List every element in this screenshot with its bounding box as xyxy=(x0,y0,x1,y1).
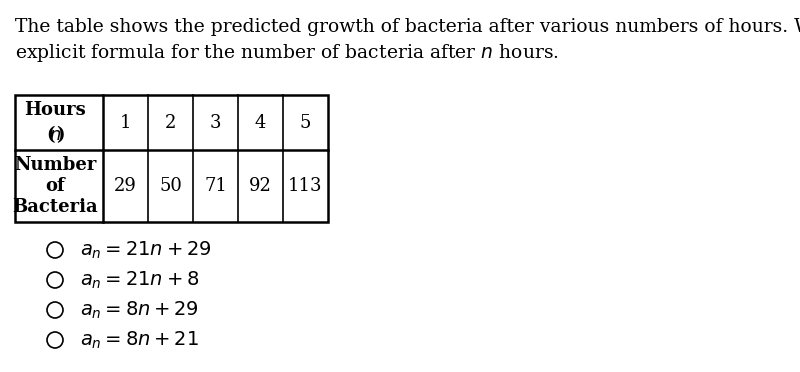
Bar xyxy=(15,95,328,222)
Text: 29: 29 xyxy=(114,177,137,195)
Text: The table shows the predicted growth of bacteria after various numbers of hours.: The table shows the predicted growth of … xyxy=(15,18,800,36)
Text: 2: 2 xyxy=(165,113,176,131)
Text: (: ( xyxy=(46,126,54,144)
Text: explicit formula for the number of bacteria after $\mathit{n}$ hours.: explicit formula for the number of bacte… xyxy=(15,42,559,64)
Text: 1: 1 xyxy=(120,113,131,131)
Text: $a_n = 21n+8$: $a_n = 21n+8$ xyxy=(80,269,199,291)
Text: $\mathbf{\mathit{n}}$: $\mathbf{\mathit{n}}$ xyxy=(50,126,62,144)
Text: 113: 113 xyxy=(288,177,322,195)
Text: Number
of
Bacteria: Number of Bacteria xyxy=(13,155,98,217)
Text: $a_n = 8n+21$: $a_n = 8n+21$ xyxy=(80,329,199,351)
Text: 3: 3 xyxy=(210,113,222,131)
Text: $a_n = 21n+29$: $a_n = 21n+29$ xyxy=(80,239,211,261)
Text: ): ) xyxy=(56,126,65,144)
Text: 71: 71 xyxy=(204,177,227,195)
Text: 4: 4 xyxy=(255,113,266,131)
Text: 50: 50 xyxy=(159,177,182,195)
Text: 92: 92 xyxy=(249,177,272,195)
Text: 5: 5 xyxy=(300,113,311,131)
Text: $a_n = 8n+29$: $a_n = 8n+29$ xyxy=(80,299,199,321)
Text: Hours: Hours xyxy=(25,102,86,119)
